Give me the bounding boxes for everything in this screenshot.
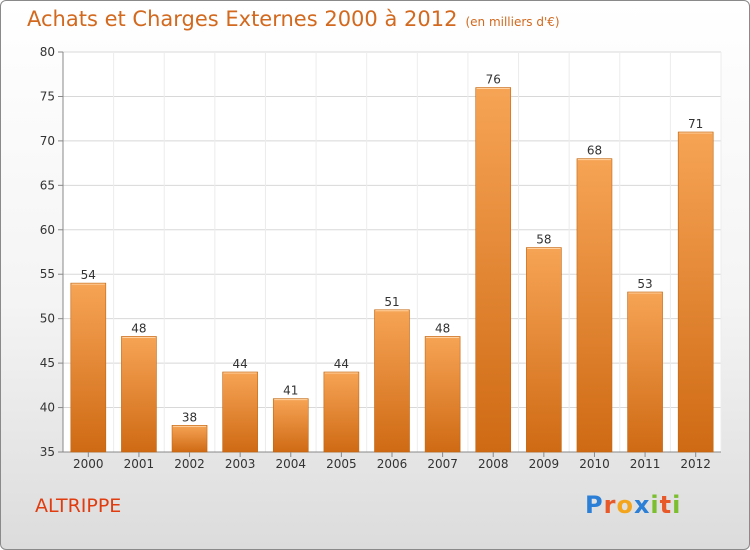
data-label: 48 [435, 321, 450, 335]
bar [121, 336, 157, 453]
y-tick-label: 80 [40, 45, 55, 59]
x-tick-label: 2006 [377, 457, 408, 471]
x-tick-label: 2001 [124, 457, 155, 471]
logo-letter: i [672, 491, 682, 519]
x-tick-label: 2011 [630, 457, 661, 471]
bar [272, 398, 309, 453]
data-label: 58 [536, 233, 551, 247]
chart-unit: (en milliers d'€) [465, 15, 560, 29]
logo-letter: x [633, 491, 651, 519]
data-label: 44 [334, 357, 349, 371]
y-tick-label: 35 [40, 445, 55, 459]
x-tick-label: 2000 [73, 457, 104, 471]
bar [171, 425, 208, 453]
x-tick-label: 2008 [478, 457, 509, 471]
logo-letter: P [585, 491, 604, 519]
data-label: 76 [486, 73, 501, 87]
logo-letter: i [650, 491, 660, 519]
x-tick-label: 2010 [579, 457, 610, 471]
y-tick-label: 65 [40, 178, 55, 192]
bar [222, 371, 258, 453]
bar [323, 371, 360, 453]
x-tick-label: 2003 [225, 457, 256, 471]
bar [677, 131, 714, 453]
bar [70, 282, 107, 453]
x-tick-label: 2002 [174, 457, 205, 471]
data-label: 53 [637, 277, 652, 291]
data-label: 38 [182, 410, 197, 424]
chart-title-text: Achats et Charges Externes 2000 à 2012 [27, 7, 458, 31]
x-tick-label: 2012 [680, 457, 711, 471]
y-tick-label: 45 [40, 356, 55, 370]
bar [526, 247, 562, 453]
y-tick-label: 70 [40, 134, 55, 148]
proxiti-logo: Proxiti [585, 491, 681, 519]
data-label: 44 [233, 357, 248, 371]
logo-letter: t [659, 491, 673, 519]
y-tick-label: 60 [40, 223, 55, 237]
data-label: 71 [688, 117, 703, 131]
data-label: 51 [384, 295, 399, 309]
bar [576, 158, 613, 453]
bar [475, 87, 512, 453]
data-label: 48 [131, 321, 146, 335]
commune-name: ALTRIPPE [35, 495, 122, 517]
logo-letter: r [603, 491, 617, 519]
x-tick-label: 2009 [529, 457, 560, 471]
data-label: 68 [587, 144, 602, 158]
bar [627, 291, 663, 453]
y-tick-label: 40 [40, 401, 55, 415]
y-tick-label: 75 [40, 89, 55, 103]
x-tick-label: 2005 [326, 457, 357, 471]
data-label: 41 [283, 384, 298, 398]
x-tick-label: 2004 [275, 457, 306, 471]
x-tick-label: 2007 [427, 457, 458, 471]
y-tick-label: 50 [40, 312, 55, 326]
chart-title: Achats et Charges Externes 2000 à 2012 (e… [27, 7, 560, 31]
data-label: 54 [81, 268, 96, 282]
logo-letter: o [616, 491, 634, 519]
bar [424, 336, 461, 453]
y-tick-label: 55 [40, 267, 55, 281]
bar [374, 309, 410, 453]
